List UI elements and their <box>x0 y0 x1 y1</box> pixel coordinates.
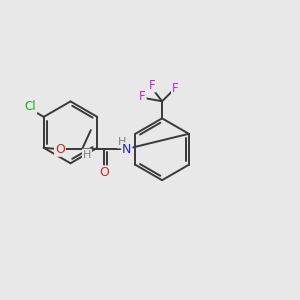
Text: N: N <box>122 143 131 156</box>
Text: O: O <box>99 166 109 179</box>
Text: H: H <box>83 150 91 160</box>
Text: H: H <box>118 137 126 148</box>
Text: F: F <box>148 79 155 92</box>
Text: O: O <box>55 143 65 156</box>
Text: F: F <box>172 82 179 95</box>
Text: Cl: Cl <box>25 100 36 113</box>
Text: F: F <box>139 90 146 104</box>
